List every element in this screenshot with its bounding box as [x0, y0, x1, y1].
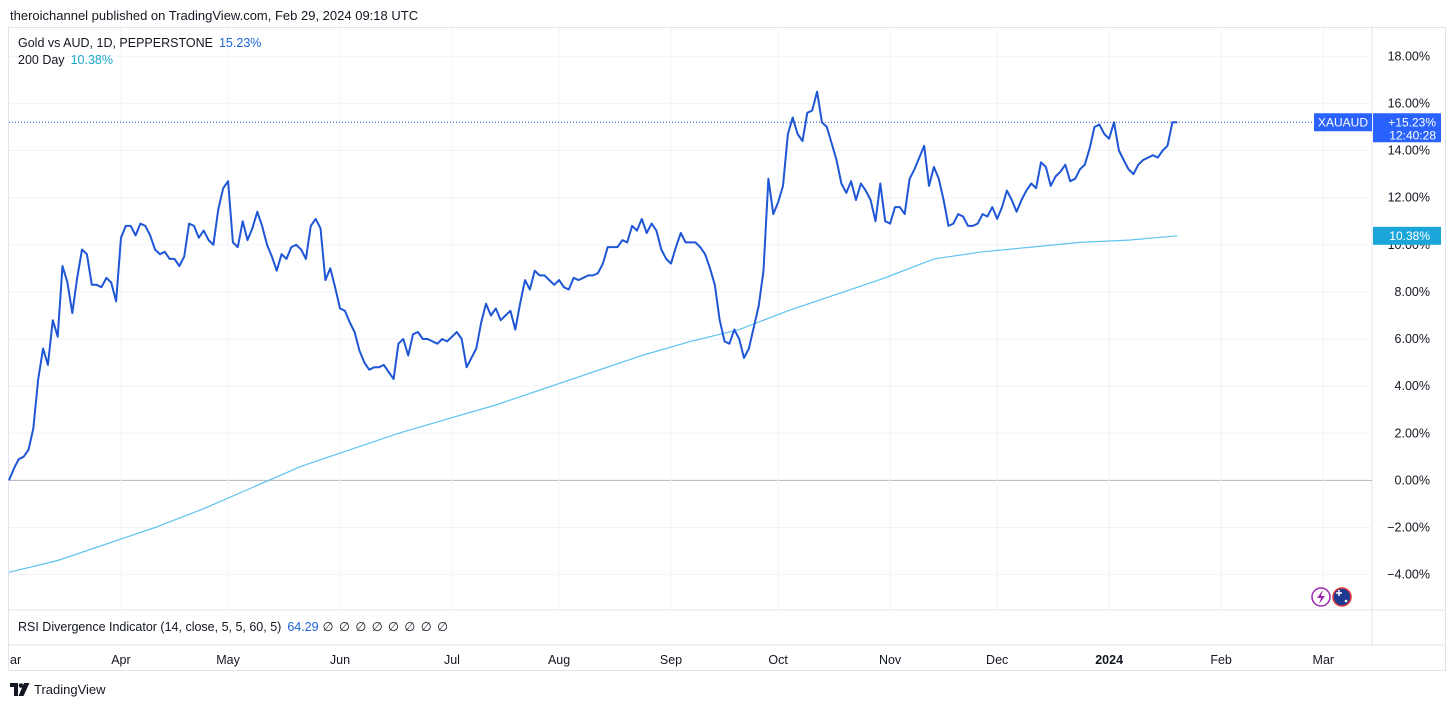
indicator-na-values: ∅ ∅ ∅ ∅ ∅ ∅ ∅ ∅: [322, 620, 450, 634]
ma-200-line: [8, 235, 1178, 573]
x-tick-label: Apr: [111, 653, 130, 667]
x-tick-label: Sep: [660, 653, 682, 667]
footer-brand-label: TradingView: [34, 682, 106, 697]
lightning-icon: [1311, 587, 1331, 607]
indicator-label[interactable]: RSI Divergence Indicator (14, close, 5, …: [18, 620, 282, 634]
y-tick-label: 14.00%: [1388, 144, 1430, 158]
y-tick-label: −2.00%: [1387, 521, 1430, 535]
y-axis: 18.00%16.00%14.00%12.00%10.00%8.00%6.00%…: [1387, 49, 1430, 581]
chart-series: [8, 90, 1372, 573]
y-tick-label: 12.00%: [1388, 191, 1430, 205]
chart-grid: [9, 28, 1446, 646]
x-tick-label: Oct: [768, 653, 788, 667]
legend-series-ma-value: 10.38%: [70, 53, 113, 67]
flag-icon-circle: [1332, 587, 1352, 607]
chart-legend: Gold vs AUD, 1D, PEPPERSTONE 15.23% 200 D…: [18, 35, 261, 69]
legend-series-main-value: 15.23%: [218, 36, 262, 50]
x-tick-label: May: [216, 653, 240, 667]
x-tick-label: Feb: [1210, 653, 1232, 667]
y-tick-label: 18.00%: [1388, 49, 1430, 63]
footer-brand[interactable]: TradingView: [10, 682, 106, 697]
y-tick-label: 8.00%: [1395, 285, 1430, 299]
flag-icon-star: [1344, 599, 1348, 603]
indicator-value: 64.29: [287, 620, 319, 634]
x-axis: ar Apr May Jun Jul Aug Sep Oct Nov Dec 2024 Feb Mar: [10, 653, 1334, 667]
price-tag-value: +15.23%: [1388, 115, 1436, 129]
y-tick-label: 16.00%: [1388, 96, 1430, 110]
x-tick-label: ar: [10, 653, 21, 667]
chart-frame: [8, 27, 1446, 671]
y-tick-label: 6.00%: [1395, 332, 1430, 346]
price-tags: XAUAUD +15.23%12:40:28 10.38%: [1311, 113, 1441, 607]
x-tick-label: Aug: [548, 653, 570, 667]
ma-tag-bg: [1373, 226, 1441, 245]
ma-tag-value: 10.38%: [1389, 229, 1430, 243]
legend-series-main: Gold vs AUD, 1D, PEPPERSTONE 15.23%: [18, 35, 261, 52]
x-tick-label: 2024: [1095, 653, 1123, 667]
x-tick-label: Dec: [986, 653, 1008, 667]
legend-series-ma: 200 Day 10.38%: [18, 52, 261, 69]
y-tick-label: 0.00%: [1395, 473, 1430, 487]
tradingview-logo-icon: [10, 682, 30, 696]
y-tick-label: −4.00%: [1387, 568, 1430, 582]
x-tick-label: Mar: [1313, 653, 1335, 667]
published-by-header: theroichannel published on TradingView.c…: [10, 8, 419, 23]
symbol-tag-label: XAUAUD: [1318, 115, 1368, 129]
gold-aud-line: [8, 90, 1178, 481]
y-tick-label: 2.00%: [1395, 426, 1430, 440]
x-tick-label: Jul: [444, 653, 460, 667]
y-tick-label: 4.00%: [1395, 379, 1430, 393]
australia-flag-icon: [1332, 587, 1352, 607]
indicator-legend[interactable]: RSI Divergence Indicator (14, close, 5, …: [18, 619, 449, 634]
legend-series-ma-label[interactable]: 200 Day: [18, 53, 65, 67]
x-tick-label: Nov: [879, 653, 902, 667]
x-tick-label: Jun: [330, 653, 350, 667]
lightning-icon-glyph: [1317, 590, 1325, 604]
flag-icon-cross: [1336, 590, 1342, 596]
price-tag-countdown: 12:40:28: [1389, 128, 1436, 142]
price-tag-bg: [1373, 113, 1441, 143]
symbol-tag-bg: [1314, 113, 1372, 132]
legend-series-main-label[interactable]: Gold vs AUD, 1D, PEPPERSTONE: [18, 36, 213, 50]
